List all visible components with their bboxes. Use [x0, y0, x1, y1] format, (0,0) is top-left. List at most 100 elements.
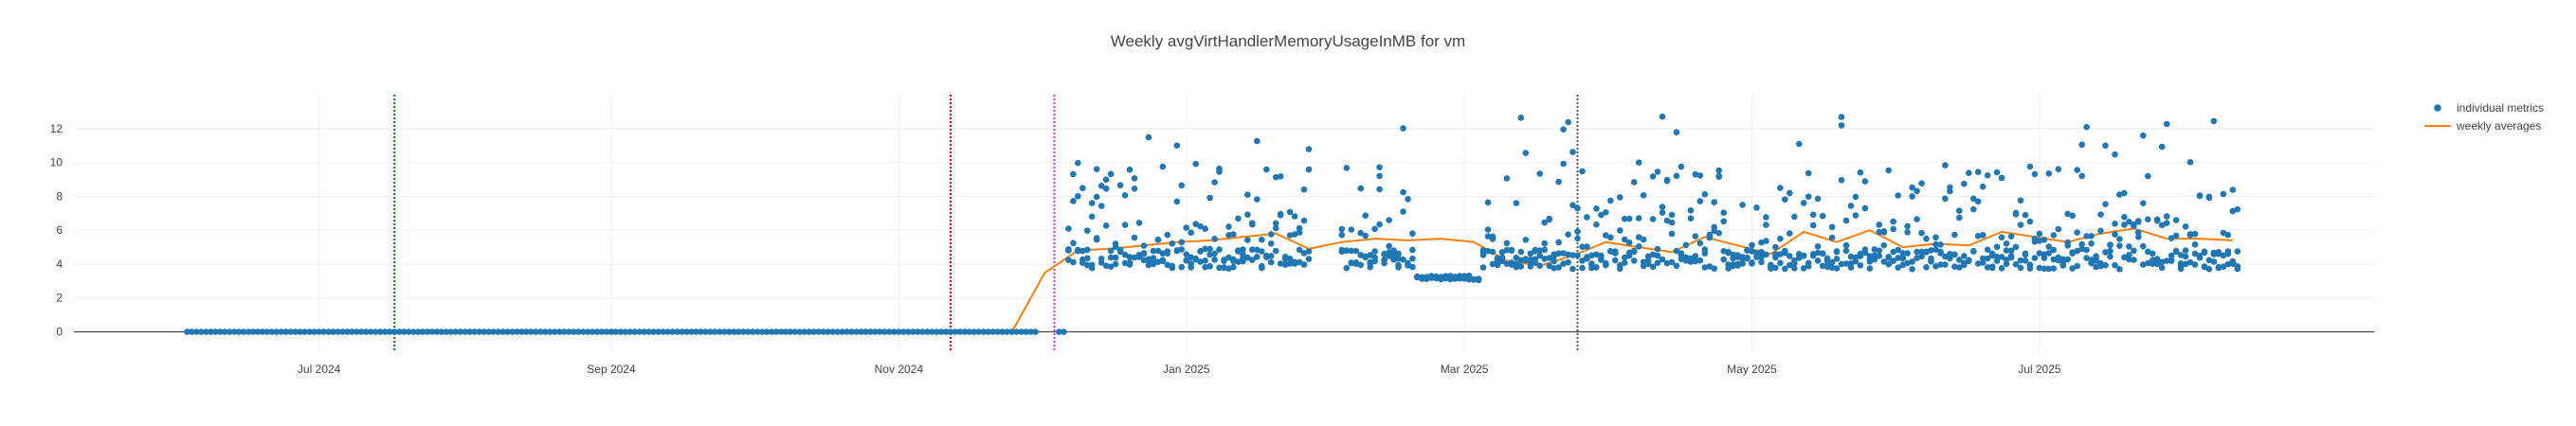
- metric-point: [1668, 219, 1676, 226]
- metric-point: [1376, 164, 1383, 170]
- metric-point: [2140, 242, 2147, 250]
- metric-point: [1202, 257, 1208, 264]
- vertical-marker-layer: [393, 95, 1579, 352]
- metric-point: [259, 328, 266, 335]
- metric-point: [2215, 264, 2222, 272]
- metric-point: [1192, 221, 1199, 227]
- metric-point: [320, 328, 327, 335]
- metric-point: [1682, 241, 1690, 249]
- metric-point: [1470, 275, 1478, 283]
- metric-point: [2107, 241, 2113, 248]
- metric-point: [2097, 227, 2104, 235]
- metric-point: [1065, 246, 1072, 253]
- metric-point: [1909, 258, 1915, 265]
- metric-point: [1338, 225, 1346, 233]
- metric-point: [1574, 228, 1581, 235]
- x-tick-label: Nov 2024: [875, 363, 924, 376]
- metric-point: [1909, 193, 1915, 200]
- metric-point: [1541, 240, 1548, 247]
- metric-point: [1522, 150, 1530, 156]
- metric-point: [2205, 265, 2213, 273]
- metric-point: [2131, 257, 2137, 263]
- metric-point: [1254, 196, 1261, 203]
- metric-point: [1899, 250, 1906, 257]
- metric-point: [1649, 173, 1657, 180]
- metric-point: [726, 328, 733, 335]
- metric-point: [1871, 246, 1878, 253]
- metric-point: [1164, 261, 1171, 269]
- metric-point: [1603, 209, 1609, 216]
- metric-point: [1395, 264, 1402, 271]
- metric-point: [1348, 259, 1355, 267]
- metric-point: [971, 328, 978, 335]
- legend-item-weekly-averages[interactable]: weekly averages: [2424, 119, 2541, 133]
- metric-point: [438, 328, 445, 335]
- metric-point: [1682, 255, 1690, 262]
- x-tick-label: Mar 2025: [1441, 363, 1489, 376]
- metric-point: [1791, 265, 1798, 272]
- metric-point: [1102, 262, 1110, 270]
- metric-point: [1183, 257, 1189, 264]
- metric-point: [1654, 245, 1661, 253]
- metric-point: [1075, 193, 1081, 200]
- metric-point: [1107, 170, 1115, 178]
- legend-label-weekly-averages: weekly averages: [2456, 119, 2541, 133]
- metric-point: [698, 328, 704, 335]
- metric-point: [1654, 259, 1661, 267]
- metric-point: [650, 328, 657, 335]
- metric-point: [1112, 254, 1119, 261]
- metric-point: [796, 328, 804, 335]
- metric-point: [1951, 263, 1958, 271]
- metric-point: [1267, 253, 1275, 259]
- metric-point: [1107, 263, 1115, 271]
- metric-point: [593, 328, 601, 335]
- metric-point: [1923, 235, 1930, 242]
- metric-point: [1895, 255, 1901, 261]
- metric-point: [1890, 248, 1896, 256]
- metric-point: [1352, 247, 1360, 255]
- metric-point: [1498, 249, 1506, 256]
- legend[interactable]: individual metrics weekly averages: [2424, 101, 2544, 133]
- metric-point: [1489, 260, 1497, 268]
- metric-point: [1857, 250, 1864, 257]
- metric-point: [485, 328, 492, 335]
- metric-point: [1522, 237, 1530, 243]
- metric-point: [1527, 263, 1534, 270]
- metric-point: [1197, 222, 1204, 230]
- metric-point: [2069, 250, 2076, 257]
- metric-point: [579, 328, 587, 335]
- metric-point: [2135, 229, 2142, 236]
- metric-point: [1984, 255, 1991, 262]
- metric-point: [1112, 243, 1119, 251]
- y-tick-label: 0: [56, 326, 63, 339]
- y-tick-label: 12: [50, 122, 63, 135]
- metric-point: [1956, 207, 1963, 214]
- metric-point: [1970, 205, 1977, 213]
- metric-point: [844, 328, 850, 335]
- metric-point: [1259, 264, 1265, 272]
- metric-point: [1715, 167, 1722, 174]
- metric-point: [702, 328, 709, 335]
- metric-point: [1065, 257, 1072, 264]
- metric-point: [1070, 170, 1077, 178]
- metric-point: [330, 328, 336, 335]
- metric-point: [825, 328, 831, 335]
- metric-point: [1093, 193, 1100, 201]
- metric-point: [1291, 213, 1298, 220]
- metric-point: [386, 328, 393, 335]
- metric-point: [1221, 264, 1227, 271]
- metric-point: [1381, 251, 1388, 258]
- metric-point: [2003, 247, 2010, 254]
- legend-item-individual-metrics[interactable]: individual metrics: [2434, 101, 2544, 115]
- metric-point: [1574, 204, 1581, 212]
- metric-point: [1173, 142, 1181, 149]
- metric-point: [1772, 243, 1779, 251]
- metric-point: [1720, 209, 1727, 216]
- metric-point: [2050, 232, 2058, 239]
- metric-point: [1809, 222, 1817, 229]
- metric-point: [1235, 215, 1242, 222]
- metric-point: [1711, 199, 1717, 205]
- metric-point: [2069, 265, 2076, 272]
- metric-point: [1918, 253, 1925, 260]
- metric-point: [739, 328, 747, 335]
